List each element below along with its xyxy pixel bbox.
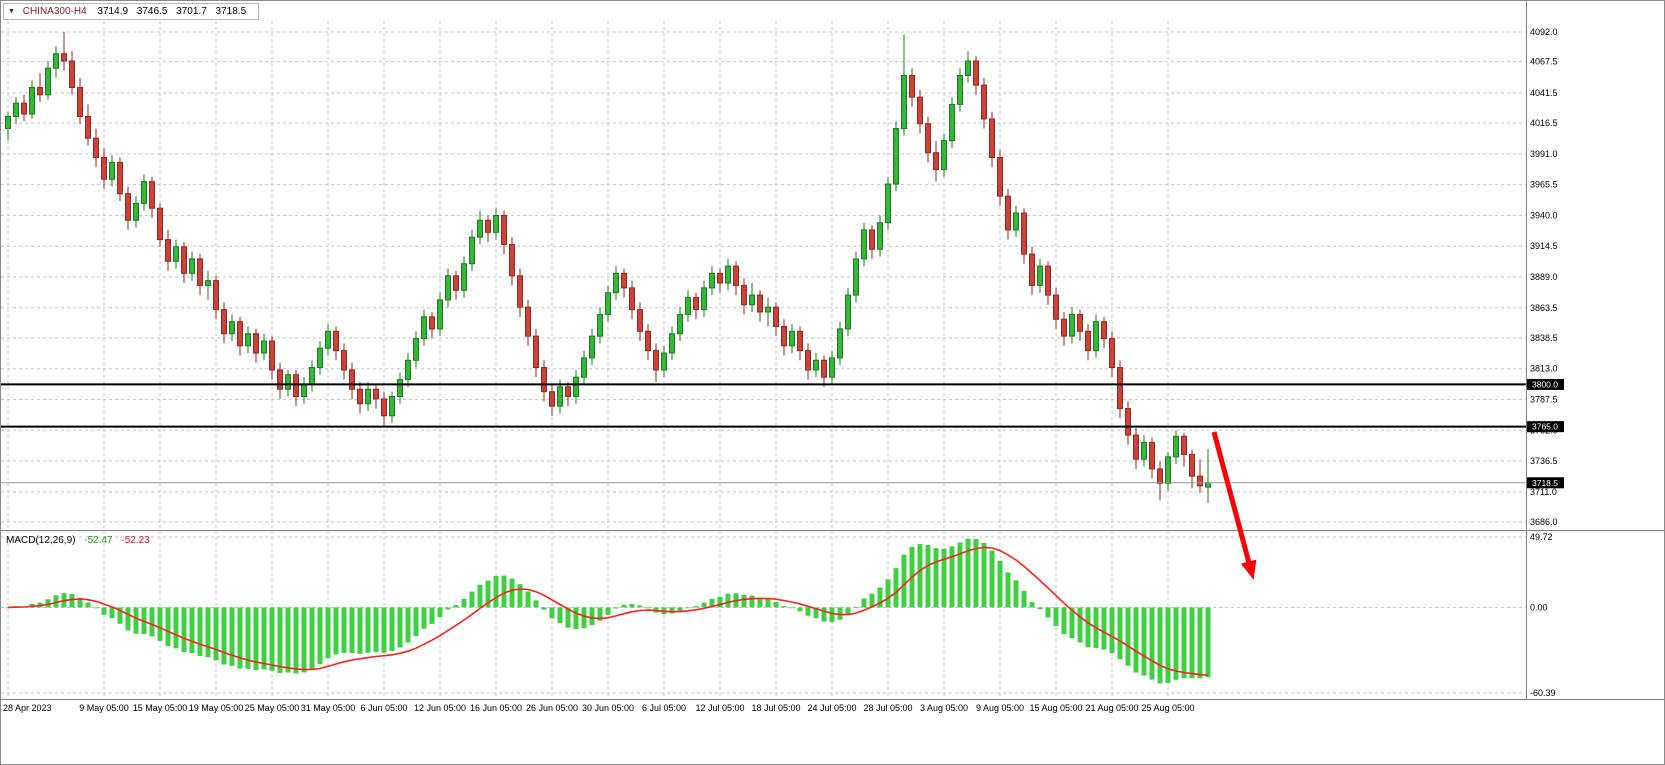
svg-text:3965.5: 3965.5 (1530, 180, 1558, 190)
svg-text:3838.5: 3838.5 (1530, 333, 1558, 343)
macd-signal-value: -52.23 (121, 535, 150, 546)
svg-text:12 Jun 05:00: 12 Jun 05:00 (414, 703, 466, 713)
svg-text:12 Jul 05:00: 12 Jul 05:00 (695, 703, 744, 713)
svg-text:25 Aug 05:00: 25 Aug 05:00 (1141, 703, 1194, 713)
macd-histogram (5, 538, 1211, 684)
svg-text:4016.5: 4016.5 (1530, 118, 1558, 128)
svg-text:26 Jun 05:00: 26 Jun 05:00 (526, 703, 578, 713)
price-tag-3800.0: 3800.0 (1527, 378, 1564, 390)
svg-text:3736.5: 3736.5 (1530, 456, 1558, 466)
svg-text:9 May 05:00: 9 May 05:00 (79, 703, 129, 713)
svg-text:3813.0: 3813.0 (1530, 364, 1558, 374)
svg-text:16 Jun 05:00: 16 Jun 05:00 (470, 703, 522, 713)
panel-separator[interactable] (1, 530, 1665, 533)
ohlc-close: 3718.5 (215, 6, 247, 17)
svg-text:4092.0: 4092.0 (1530, 27, 1558, 37)
svg-text:4067.5: 4067.5 (1530, 57, 1558, 67)
svg-text:3765.0: 3765.0 (1532, 422, 1558, 432)
trend-arrow[interactable] (1211, 431, 1257, 580)
macd-signal-line (7, 546, 1209, 676)
svg-text:21 Aug 05:00: 21 Aug 05:00 (1085, 703, 1138, 713)
symbol-name: CHINA300-H4 (22, 6, 87, 17)
horizontal-line-objects[interactable] (1, 383, 1526, 428)
svg-text:3787.5: 3787.5 (1530, 395, 1558, 405)
svg-text:19 May 05:00: 19 May 05:00 (189, 703, 244, 713)
symbol-info-bar: ▼ CHINA300-H4 3714.9 3746.5 3701.7 3718.… (3, 3, 260, 20)
svg-text:3 Aug 05:00: 3 Aug 05:00 (920, 703, 968, 713)
svg-text:-60.39: -60.39 (1530, 688, 1556, 698)
svg-text:28 Jul 05:00: 28 Jul 05:00 (863, 703, 912, 713)
svg-text:6 Jun 05:00: 6 Jun 05:00 (360, 703, 407, 713)
svg-text:4041.5: 4041.5 (1530, 88, 1558, 98)
svg-text:9 Aug 05:00: 9 Aug 05:00 (976, 703, 1024, 713)
svg-text:3800.0: 3800.0 (1532, 379, 1558, 389)
svg-text:49.72: 49.72 (1530, 532, 1553, 542)
macd-indicator-label: MACD(12,26,9) -52.47 -52.23 (6, 535, 150, 546)
svg-text:24 Jul 05:00: 24 Jul 05:00 (807, 703, 856, 713)
symbol-dropdown-icon[interactable]: ▼ (8, 8, 15, 15)
svg-text:3991.0: 3991.0 (1530, 149, 1558, 159)
macd-name: MACD(12,26,9) (6, 535, 76, 546)
macd-main-value: -52.47 (84, 535, 113, 546)
svg-text:30 Jun 05:00: 30 Jun 05:00 (582, 703, 634, 713)
svg-text:3914.5: 3914.5 (1530, 241, 1558, 251)
svg-text:3940.0: 3940.0 (1530, 210, 1558, 220)
ohlc-high: 3746.5 (136, 6, 168, 17)
svg-text:15 May 05:00: 15 May 05:00 (133, 703, 188, 713)
svg-text:25 May 05:00: 25 May 05:00 (245, 703, 300, 713)
svg-text:6 Jul 05:00: 6 Jul 05:00 (642, 703, 686, 713)
time-axis-labels[interactable]: 28 Apr 2023 9 May 05:00 15 May 05:00 19 May… (3, 703, 1195, 713)
ohlc-low: 3701.7 (176, 6, 207, 17)
svg-text:28 Apr 2023: 28 Apr 2023 (3, 703, 52, 713)
svg-text:3863.5: 3863.5 (1530, 303, 1558, 313)
last-price-tag: 3718.5 (1527, 477, 1564, 489)
ohlc-open: 3714.9 (97, 6, 129, 17)
svg-text:3711.0: 3711.0 (1530, 487, 1557, 497)
price-tag-3765.0: 3765.0 (1527, 421, 1564, 433)
svg-text:31 May 05:00: 31 May 05:00 (301, 703, 356, 713)
svg-text:3686.0: 3686.0 (1530, 517, 1558, 527)
svg-text:3889.0: 3889.0 (1530, 272, 1558, 282)
price-gridlines-and-labels: 4092.0 4067.5 4041.5 4016.5 3991.0 3965.5 3940… (1, 27, 1558, 527)
svg-text:18 Jul 05:00: 18 Jul 05:00 (751, 703, 800, 713)
svg-text:15 Aug 05:00: 15 Aug 05:00 (1029, 703, 1082, 713)
svg-text:3718.5: 3718.5 (1532, 478, 1558, 488)
svg-text:0.00: 0.00 (1530, 602, 1548, 612)
